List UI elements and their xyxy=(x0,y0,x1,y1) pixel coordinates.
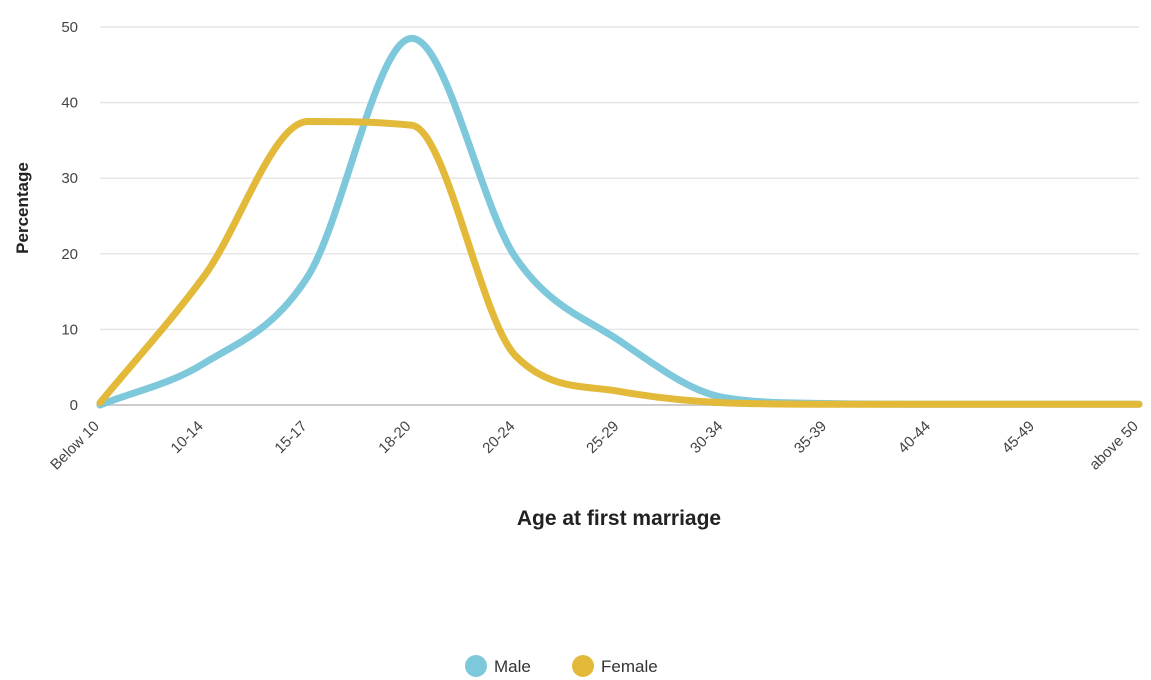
x-tick-label: above 50 xyxy=(1086,418,1142,474)
x-tick-label: Below 10 xyxy=(47,418,103,474)
y-axis-ticks: 0 10 20 30 40 50 xyxy=(61,19,78,414)
x-tick-label: 18-20 xyxy=(375,418,414,457)
x-tick-label: 15-17 xyxy=(271,418,310,457)
x-tick-label: 25-29 xyxy=(583,418,622,457)
x-axis-ticks: Below 10 10-14 15-17 18-20 20-24 25-29 30-34 35… xyxy=(47,418,1142,474)
legend-label: Female xyxy=(601,657,658,676)
series-line-male xyxy=(96,34,1143,409)
x-tick-label: 40-44 xyxy=(895,418,934,457)
x-tick-label: 35-39 xyxy=(791,418,830,457)
y-tick-label: 20 xyxy=(61,246,78,263)
legend-label: Male xyxy=(494,657,531,676)
x-tick-label: 20-24 xyxy=(479,418,518,457)
series-line-female xyxy=(96,118,1143,408)
y-axis-title: Percentage xyxy=(13,162,32,254)
legend-item-male[interactable]: Male xyxy=(465,655,531,677)
y-tick-label: 30 xyxy=(61,170,78,187)
legend-item-female[interactable]: Female xyxy=(572,655,658,677)
x-tick-label: 10-14 xyxy=(168,418,207,457)
legend: Male Female xyxy=(465,655,658,677)
x-tick-label: 45-49 xyxy=(999,418,1038,457)
y-tick-label: 40 xyxy=(61,95,78,112)
gridlines xyxy=(100,26,1139,406)
series-lines xyxy=(96,34,1143,409)
y-tick-label: 0 xyxy=(70,397,78,414)
x-axis-title: Age at first marriage xyxy=(517,507,721,530)
legend-marker xyxy=(572,655,594,677)
y-tick-label: 50 xyxy=(61,19,78,36)
y-tick-label: 10 xyxy=(61,321,78,338)
x-tick-label: 30-34 xyxy=(687,418,726,457)
legend-marker xyxy=(465,655,487,677)
